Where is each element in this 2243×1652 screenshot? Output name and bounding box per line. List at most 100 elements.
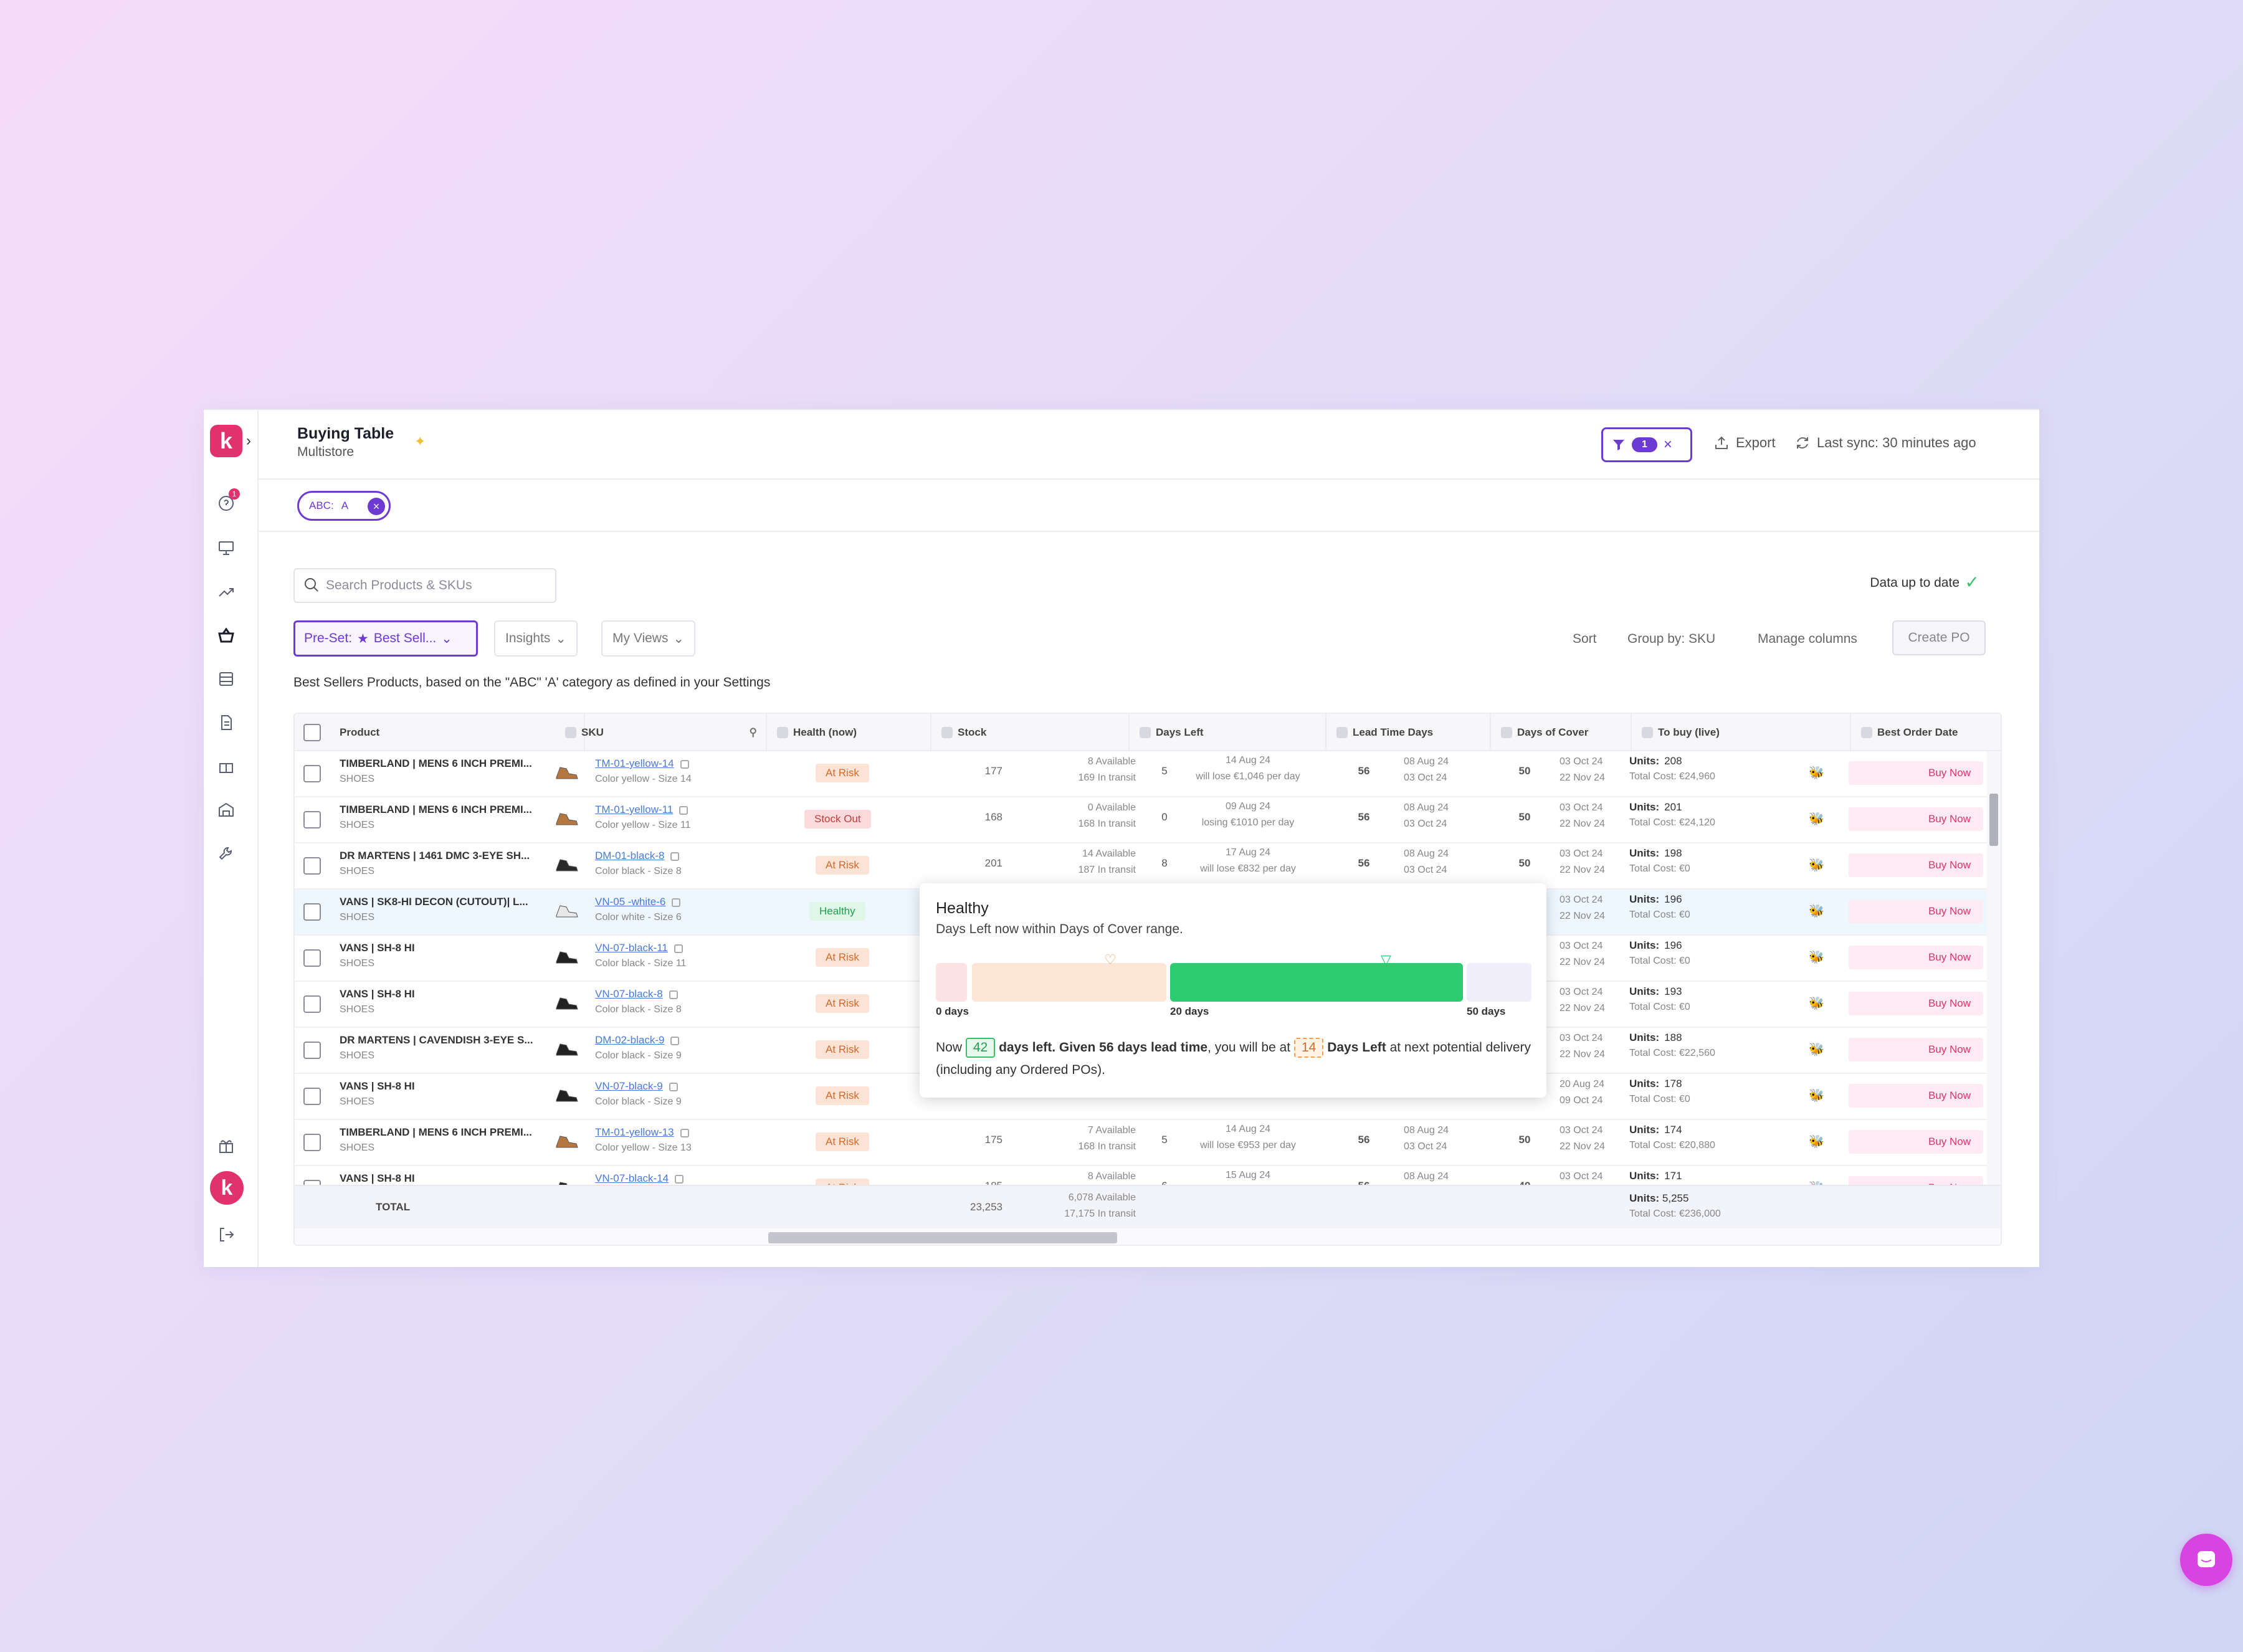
col-days-cover[interactable]: Days of Cover xyxy=(1491,714,1632,751)
insights-dropdown[interactable]: Insights ⌄ xyxy=(494,620,578,657)
bee-icon[interactable]: 🐝 xyxy=(1809,1043,1824,1056)
my-views-dropdown[interactable]: My Views ⌄ xyxy=(601,620,696,657)
inventory-icon[interactable] xyxy=(215,668,237,690)
warehouse-icon[interactable] xyxy=(215,799,237,821)
health-badge[interactable]: At Risk xyxy=(816,948,869,967)
buy-now-button[interactable]: Buy Now xyxy=(1849,1038,1983,1061)
gift-box-icon[interactable] xyxy=(215,755,237,777)
copy-icon[interactable] xyxy=(675,1174,684,1184)
bee-icon[interactable]: 🐝 xyxy=(1809,812,1824,826)
buy-now-button[interactable]: Buy Now xyxy=(1849,853,1983,877)
health-badge[interactable]: At Risk xyxy=(816,994,869,1013)
sku-link[interactable]: DM-02-black-9 xyxy=(595,1034,680,1047)
group-by-dropdown[interactable]: Group by: SKU xyxy=(1627,632,1716,646)
health-badge[interactable]: At Risk xyxy=(816,1086,869,1105)
row-checkbox[interactable] xyxy=(303,949,321,967)
horizontal-scrollbar[interactable] xyxy=(295,1228,2001,1245)
sync-status[interactable]: Last sync: 30 minutes ago xyxy=(1794,435,1976,451)
row-checkbox[interactable] xyxy=(303,1134,321,1151)
col-stock[interactable]: Stock xyxy=(931,714,1130,751)
filter-button[interactable]: 1 × xyxy=(1601,427,1692,462)
row-checkbox[interactable] xyxy=(303,765,321,782)
row-checkbox[interactable] xyxy=(303,811,321,828)
table-row[interactable]: VANS | SH-8 HI SHOES VN-07-black-9 Color bl… xyxy=(295,1074,2001,1120)
sku-link[interactable]: TM-01-yellow-11 xyxy=(595,804,688,816)
sort-button[interactable]: Sort xyxy=(1573,632,1597,646)
row-checkbox[interactable] xyxy=(303,857,321,875)
bee-icon[interactable]: 🐝 xyxy=(1809,1135,1824,1149)
clear-filter-icon[interactable]: × xyxy=(1663,436,1672,453)
copy-icon[interactable] xyxy=(674,944,683,953)
select-all-checkbox[interactable] xyxy=(303,724,321,741)
copy-icon[interactable] xyxy=(669,1082,678,1091)
table-row[interactable]: DR MARTENS | 1461 DMC 3-EYE SH... SHOES DM… xyxy=(295,843,2001,890)
sku-link[interactable]: VN-07-black-14 xyxy=(595,1172,684,1185)
preset-dropdown[interactable]: Pre-Set: ★ Best Sell... ⌄ xyxy=(293,620,478,657)
user-avatar[interactable]: k xyxy=(210,1171,244,1205)
copy-icon[interactable] xyxy=(680,759,689,769)
row-checkbox[interactable] xyxy=(303,1042,321,1059)
sku-link[interactable]: VN-07-black-8 xyxy=(595,988,678,1000)
table-row[interactable]: TIMBERLAND | MENS 6 INCH PREMI... SHOES TM… xyxy=(295,1120,2001,1166)
row-checkbox[interactable] xyxy=(303,1088,321,1105)
table-row[interactable]: TIMBERLAND | MENS 6 INCH PREMI... SHOES TM… xyxy=(295,751,2001,797)
sku-link[interactable]: VN-07-black-11 xyxy=(595,942,683,954)
scroll-thumb[interactable] xyxy=(1989,794,1998,846)
copy-icon[interactable] xyxy=(672,898,681,907)
wrench-icon[interactable] xyxy=(215,842,237,865)
trend-icon[interactable] xyxy=(215,581,237,603)
col-sku[interactable]: SKU ⚲ xyxy=(555,714,767,751)
buy-now-button[interactable]: Buy Now xyxy=(1849,992,1983,1015)
bee-icon[interactable]: 🐝 xyxy=(1809,904,1824,918)
health-badge[interactable]: Healthy xyxy=(809,902,865,921)
gift-icon[interactable] xyxy=(215,1135,237,1157)
copy-icon[interactable] xyxy=(669,990,678,999)
buy-now-button[interactable]: Buy Now xyxy=(1849,900,1983,923)
document-icon[interactable] xyxy=(215,711,237,734)
copy-icon[interactable] xyxy=(679,805,688,815)
bee-icon[interactable]: 🐝 xyxy=(1809,766,1824,780)
buy-now-button[interactable]: Buy Now xyxy=(1849,946,1983,969)
manage-columns-button[interactable]: Manage columns xyxy=(1758,632,1857,646)
health-badge[interactable]: At Risk xyxy=(816,764,869,782)
sku-link[interactable]: TM-01-yellow-13 xyxy=(595,1126,689,1139)
export-button[interactable]: Export xyxy=(1713,435,1776,451)
col-product[interactable]: Product⚲ xyxy=(330,714,585,751)
pin-icon[interactable]: ⚲ xyxy=(749,726,757,738)
sku-link[interactable]: TM-01-yellow-14 xyxy=(595,757,689,770)
create-po-button[interactable]: Create PO xyxy=(1892,620,1986,655)
copy-icon[interactable] xyxy=(670,852,680,861)
row-checkbox[interactable] xyxy=(303,903,321,921)
buy-now-button[interactable]: Buy Now xyxy=(1849,1084,1983,1108)
buy-now-button[interactable]: Buy Now xyxy=(1849,807,1983,831)
row-checkbox[interactable] xyxy=(303,995,321,1013)
copy-icon[interactable] xyxy=(680,1128,689,1137)
sku-link[interactable]: VN-07-black-9 xyxy=(595,1080,678,1093)
bee-icon[interactable]: 🐝 xyxy=(1809,858,1824,872)
bee-icon[interactable]: 🐝 xyxy=(1809,997,1824,1010)
sku-link[interactable]: VN-05 -white-6 xyxy=(595,896,681,908)
presentation-icon[interactable] xyxy=(215,537,237,559)
bee-icon[interactable]: 🐝 xyxy=(1809,1089,1824,1103)
col-to-buy[interactable]: To buy (live) xyxy=(1632,714,1851,751)
notifications-icon[interactable]: 1 xyxy=(215,488,240,515)
search-input[interactable]: Search Products & SKUs xyxy=(293,568,556,603)
sku-link[interactable]: DM-01-black-8 xyxy=(595,850,680,862)
col-health[interactable]: Health (now) xyxy=(767,714,931,751)
chat-button[interactable] xyxy=(2180,1534,2232,1586)
buy-now-button[interactable]: Buy Now xyxy=(1849,1130,1983,1154)
table-row[interactable]: TIMBERLAND | MENS 6 INCH PREMI... SHOES TM… xyxy=(295,797,2001,843)
logout-icon[interactable] xyxy=(215,1223,237,1246)
buy-now-button[interactable]: Buy Now xyxy=(1849,761,1983,785)
app-logo[interactable]: k xyxy=(210,425,242,457)
vertical-scrollbar[interactable] xyxy=(1987,751,2001,1185)
scroll-thumb[interactable] xyxy=(768,1232,1117,1243)
health-badge[interactable]: At Risk xyxy=(816,1040,869,1059)
col-best-order-date[interactable]: Best Order Date xyxy=(1851,714,2001,751)
remove-chip-icon[interactable]: × xyxy=(368,498,385,515)
copy-icon[interactable] xyxy=(670,1036,680,1045)
expand-sidebar-icon[interactable]: › xyxy=(246,432,251,449)
health-badge[interactable]: Stock Out xyxy=(804,810,871,828)
abc-filter-chip[interactable]: ABC: A × xyxy=(297,491,391,521)
health-badge[interactable]: At Risk xyxy=(816,1132,869,1151)
